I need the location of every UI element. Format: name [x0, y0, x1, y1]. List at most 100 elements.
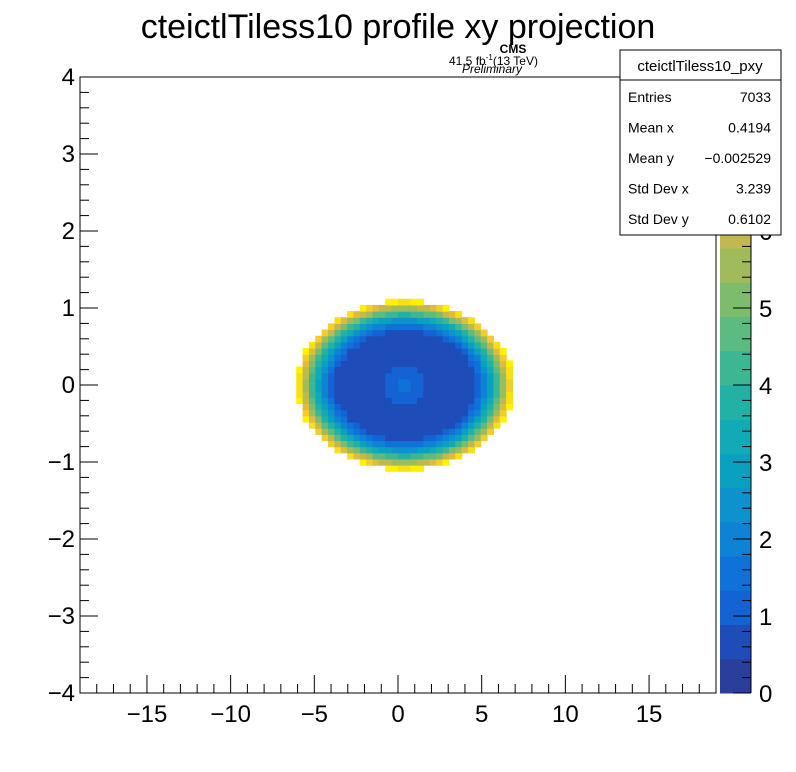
heatmap-cell [308, 366, 316, 374]
heatmap-cell [487, 335, 494, 343]
heatmap-cell [410, 409, 418, 417]
y-tick-label: −1 [48, 449, 75, 476]
heatmap-cell [442, 421, 450, 429]
heatmap-cell [372, 348, 380, 355]
heatmap-cell [417, 354, 425, 361]
heatmap-cell [423, 415, 431, 423]
heatmap-cell [404, 323, 412, 331]
heatmap-cell [448, 409, 456, 417]
heatmap-cell [410, 440, 418, 448]
heatmap-cell [499, 397, 507, 405]
heatmap-cell [404, 415, 412, 423]
heatmap-cell [347, 360, 355, 368]
heatmap-cell [429, 391, 437, 398]
heatmap-cell [506, 366, 514, 374]
heatmap-cell [347, 415, 355, 423]
heatmap-cell [499, 372, 507, 380]
heatmap-cell [404, 366, 412, 374]
x-tick-label: 5 [475, 701, 488, 728]
heatmap-cell [423, 403, 431, 411]
heatmap-cell [366, 452, 374, 460]
heatmap-cell [328, 323, 335, 331]
heatmap-cell [372, 415, 380, 423]
heatmap-cell [321, 421, 329, 429]
heatmap-cell [347, 440, 355, 448]
heatmap-cell [455, 329, 463, 337]
heatmap-cell [423, 304, 431, 312]
heatmap-cell [448, 428, 456, 435]
heatmap-cell [417, 298, 425, 306]
heatmap-cell [461, 385, 469, 392]
heatmap-cell [302, 348, 310, 355]
heatmap-cell [366, 391, 374, 398]
heatmap-cell [353, 348, 361, 355]
heatmap-cell [321, 329, 329, 337]
heatmap-cell [417, 317, 425, 324]
heatmap-cell [423, 385, 431, 392]
heatmap-cell [391, 397, 399, 405]
heatmap-cell [366, 378, 374, 386]
heatmap-cell [410, 391, 418, 398]
heatmap-cell [480, 335, 488, 343]
heatmap-cell [423, 421, 431, 429]
heatmap-cell [328, 415, 335, 423]
heatmap-cell [404, 428, 412, 435]
heatmap-cell [378, 341, 386, 349]
heatmap-cell [391, 298, 399, 306]
heatmap-cell [398, 415, 405, 423]
heatmap-cell [296, 385, 304, 392]
heatmap-cell [442, 360, 450, 368]
heatmap-cell [404, 372, 412, 380]
heatmap-cell [385, 428, 393, 435]
heatmap-cell [385, 440, 393, 448]
heatmap-cell [436, 391, 444, 398]
heatmap-cell [436, 415, 444, 423]
heatmap-cell [347, 354, 355, 361]
heatmap-cell [480, 360, 488, 368]
heatmap-cell [372, 311, 380, 318]
heatmap-cell [366, 409, 374, 417]
heatmap-cell [461, 397, 469, 405]
heatmap-cell [398, 397, 405, 405]
heatmap-cell [499, 378, 507, 386]
heatmap-cell [359, 348, 367, 355]
heatmap-cell [474, 323, 482, 331]
y-tick-label: −4 [48, 680, 75, 707]
heatmap-cell [372, 428, 380, 435]
heatmap-cell [448, 446, 456, 454]
heatmap-cell [474, 335, 482, 343]
heatmap-cell [448, 341, 456, 349]
heatmap-cell [366, 415, 374, 423]
heatmap-cell [404, 360, 412, 368]
heatmap-cell [378, 366, 386, 374]
heatmap-cell [315, 372, 323, 380]
heatmap-cell [340, 440, 348, 448]
heatmap-cell [372, 409, 380, 417]
heatmap-cell [480, 409, 488, 417]
heatmap-cell [391, 409, 399, 417]
heatmap-cell [328, 428, 335, 435]
heatmap-cell [359, 329, 367, 337]
color-scale-segment [720, 316, 751, 352]
heatmap-cell [334, 409, 342, 417]
heatmap-cell [474, 354, 482, 361]
heatmap-cell [385, 341, 393, 349]
heatmap-cell [499, 354, 507, 361]
heatmap-cell [448, 366, 456, 374]
heatmap-cell [347, 452, 355, 460]
heatmap-cell [353, 391, 361, 398]
heatmap-cell [417, 458, 425, 466]
heatmap-cell [461, 372, 469, 380]
color-scale-segment [720, 419, 751, 454]
heatmap-cell [423, 329, 431, 337]
heatmap-cell [474, 378, 482, 386]
heatmap-cell [398, 348, 405, 355]
stats-box: cteictlTiless10_pxy Entries 7033 Mean x 0.4… [619, 49, 782, 236]
heatmap-cell [391, 372, 399, 380]
heatmap-cell [328, 421, 335, 429]
heatmap-cell [391, 335, 399, 343]
heatmap-cell [417, 329, 425, 337]
heatmap-cell [340, 415, 348, 423]
heatmap-cell [487, 378, 494, 386]
heatmap-cell [404, 385, 412, 392]
